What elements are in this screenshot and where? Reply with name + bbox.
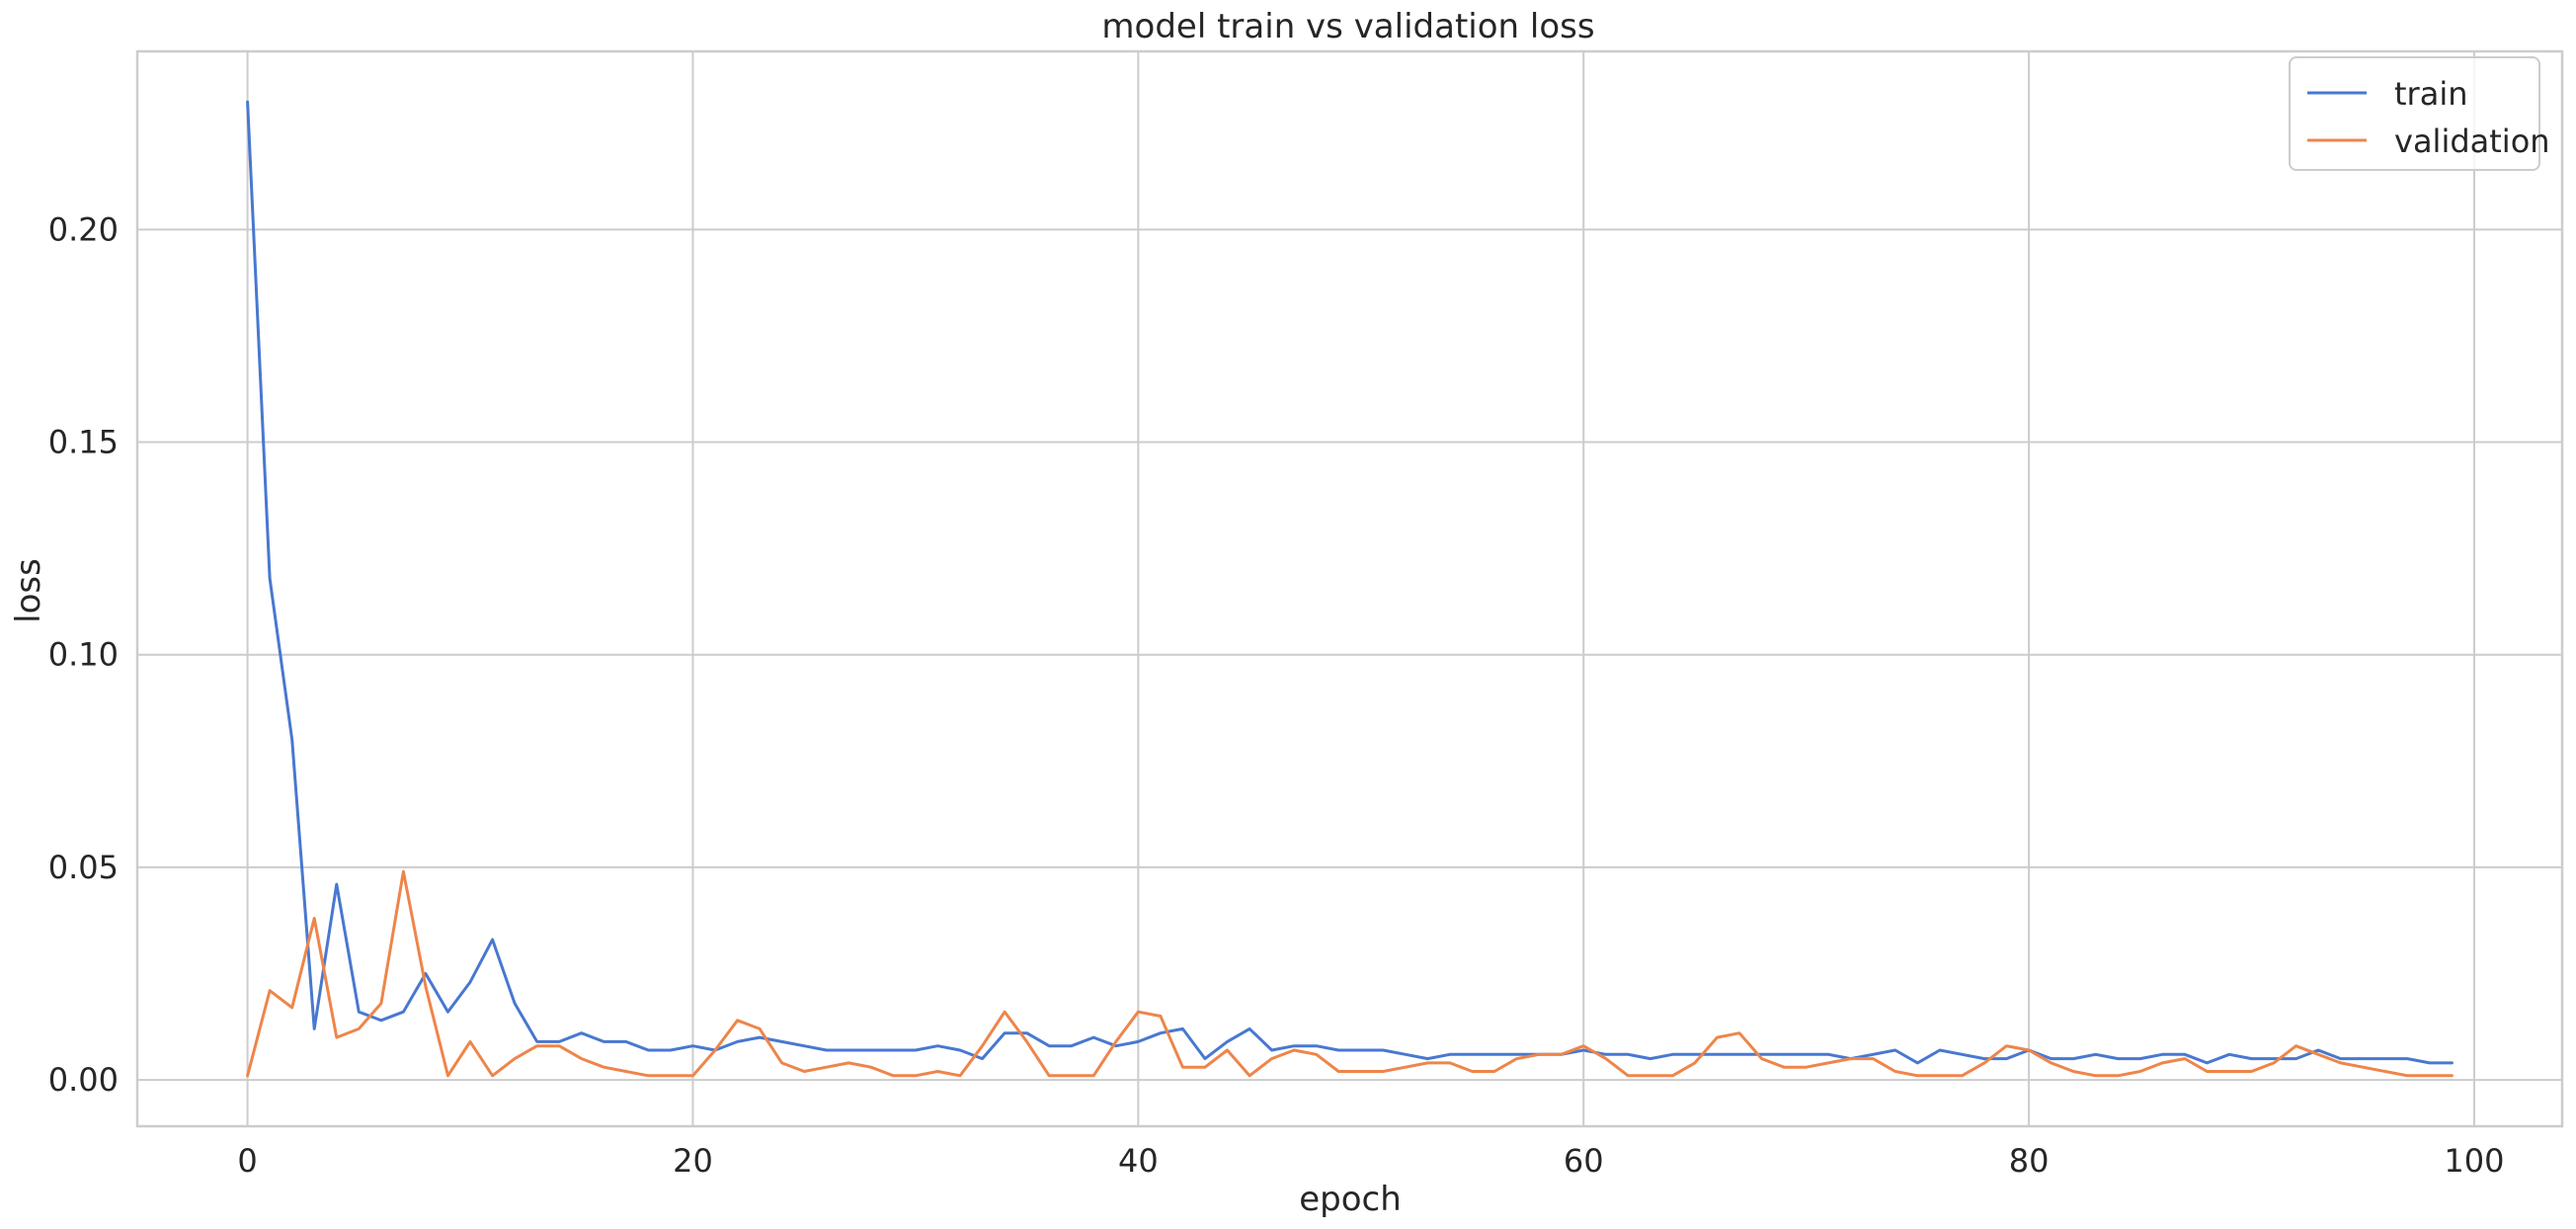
series-line-train (246, 100, 2454, 1065)
x-tick-labels: 0 20 40 60 80 100 (237, 1142, 2504, 1180)
x-tick-label: 40 (1118, 1142, 1159, 1180)
y-tick-label: 0.00 (48, 1061, 119, 1099)
x-tick-label: 100 (2444, 1142, 2504, 1180)
x-axis-label: epoch (1299, 1180, 1402, 1219)
x-gridlines (246, 51, 2475, 1126)
chart-title: model train vs validation loss (1101, 7, 1594, 46)
x-tick-label: 80 (2009, 1142, 2050, 1180)
y-axis-label: loss (9, 558, 48, 623)
x-tick-label: 0 (237, 1142, 257, 1180)
series-line-validation (246, 869, 2454, 1078)
y-tick-labels: 0.00 0.05 0.10 0.15 0.20 (48, 210, 119, 1099)
y-gridlines (137, 228, 2562, 1082)
plot-frame (135, 49, 2564, 1128)
x-tick-label: 60 (1564, 1142, 1604, 1180)
series-layer (246, 100, 2454, 1078)
y-tick-label: 0.05 (48, 849, 119, 886)
legend-label-validation: validation (2394, 123, 2550, 160)
legend-label-train: train (2394, 75, 2467, 113)
y-tick-label: 0.20 (48, 210, 119, 248)
legend: train validation (2289, 56, 2550, 171)
y-tick-label: 0.10 (48, 636, 119, 674)
y-tick-label: 0.15 (48, 424, 119, 461)
x-tick-label: 20 (673, 1142, 713, 1180)
